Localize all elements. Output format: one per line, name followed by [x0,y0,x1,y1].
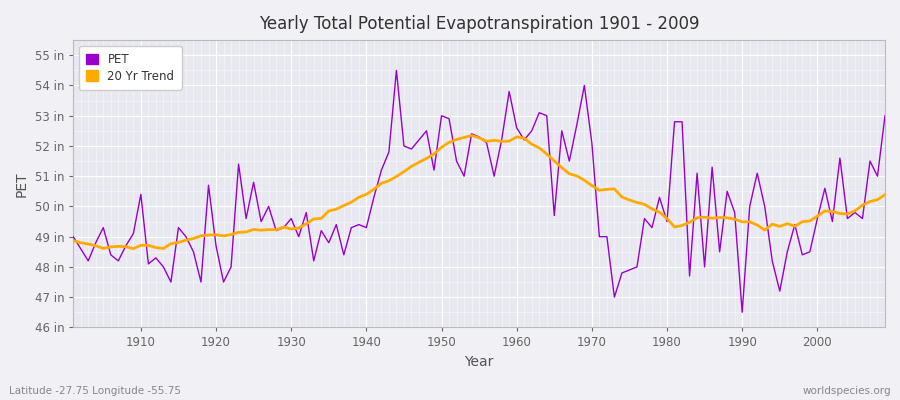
Text: worldspecies.org: worldspecies.org [803,386,891,396]
PET [737,310,748,315]
20 Yr Trend [136,243,147,248]
20 Yr Trend [301,222,311,226]
PET [128,231,139,236]
PET [879,113,890,118]
PET [518,138,529,142]
20 Yr Trend [128,246,139,251]
Y-axis label: PET: PET [15,171,29,196]
Line: PET: PET [73,70,885,312]
PET [391,68,401,73]
Title: Yearly Total Potential Evapotranspiration 1901 - 2009: Yearly Total Potential Evapotranspiratio… [259,15,699,33]
PET [511,126,522,130]
20 Yr Trend [68,238,78,243]
20 Yr Trend [346,200,356,205]
PET [338,252,349,257]
PET [68,234,78,239]
20 Yr Trend [518,136,529,141]
X-axis label: Year: Year [464,355,494,369]
Line: 20 Yr Trend: 20 Yr Trend [73,136,885,249]
20 Yr Trend [466,133,477,138]
20 Yr Trend [616,195,627,200]
20 Yr Trend [879,192,890,197]
Legend: PET, 20 Yr Trend: PET, 20 Yr Trend [79,46,182,90]
Text: Latitude -27.75 Longitude -55.75: Latitude -27.75 Longitude -55.75 [9,386,181,396]
20 Yr Trend [526,142,537,146]
PET [293,234,304,239]
PET [609,295,620,300]
